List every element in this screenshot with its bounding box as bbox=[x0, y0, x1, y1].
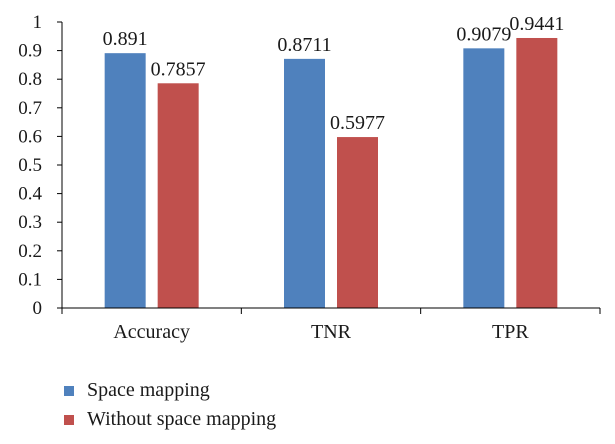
data-label-without-space-mapping-tnr: 0.5977 bbox=[330, 112, 385, 134]
legend-item-without-space-mapping: Without space mapping bbox=[64, 405, 276, 434]
y-tick-label: 1 bbox=[33, 12, 43, 33]
bar-space-mapping-accuracy bbox=[104, 53, 146, 309]
data-label-space-mapping-tpr: 0.9079 bbox=[456, 23, 511, 45]
y-tick-label: 0.9 bbox=[18, 41, 42, 62]
x-tick-label-tnr: TNR bbox=[311, 321, 352, 343]
bar-space-mapping-tpr bbox=[463, 48, 505, 308]
y-tick-label: 0.4 bbox=[18, 184, 42, 205]
y-tick-label: 0.5 bbox=[18, 155, 42, 176]
data-label-without-space-mapping-accuracy: 0.7857 bbox=[151, 58, 206, 80]
data-label-space-mapping-tnr: 0.8711 bbox=[277, 34, 331, 56]
y-tick-label: 0.6 bbox=[18, 126, 42, 147]
legend-swatch-without-space-mapping bbox=[64, 414, 74, 425]
legend-label-space-mapping: Space mapping bbox=[87, 379, 210, 401]
bar-without-space-mapping-tpr bbox=[516, 37, 558, 309]
x-tick-label-tpr: TPR bbox=[492, 321, 529, 343]
y-tick-label: 0.2 bbox=[18, 241, 42, 262]
y-tick-label: 0.8 bbox=[18, 69, 42, 90]
x-tick-label-accuracy: Accuracy bbox=[113, 321, 190, 343]
legend-item-space-mapping: Space mapping bbox=[64, 376, 276, 405]
y-tick-label: 0.3 bbox=[18, 212, 42, 233]
legend-swatch-space-mapping bbox=[64, 385, 74, 396]
legend-label-without-space-mapping: Without space mapping bbox=[87, 408, 277, 430]
legend: Space mapping Without space mapping bbox=[64, 376, 276, 434]
bars bbox=[104, 37, 558, 309]
x-axis-ticks bbox=[61, 308, 601, 314]
bar-without-space-mapping-tnr bbox=[337, 137, 378, 308]
data-label-without-space-mapping-tpr: 0.9441 bbox=[509, 13, 564, 35]
y-tick-label: 0.1 bbox=[18, 269, 42, 290]
bar-space-mapping-tnr bbox=[284, 58, 325, 308]
y-tick-label: 0 bbox=[33, 298, 43, 319]
data-label-space-mapping-accuracy: 0.891 bbox=[103, 28, 148, 50]
bar-without-space-mapping-accuracy bbox=[157, 83, 199, 309]
y-axis-ticks: 0 0.1 0.2 0.3 0.4 0.5 0.6 0.7 0.8 0.9 1 bbox=[18, 12, 62, 319]
x-axis-labels: Accuracy TNR TPR bbox=[113, 321, 529, 343]
y-tick-label: 0.7 bbox=[18, 98, 42, 119]
